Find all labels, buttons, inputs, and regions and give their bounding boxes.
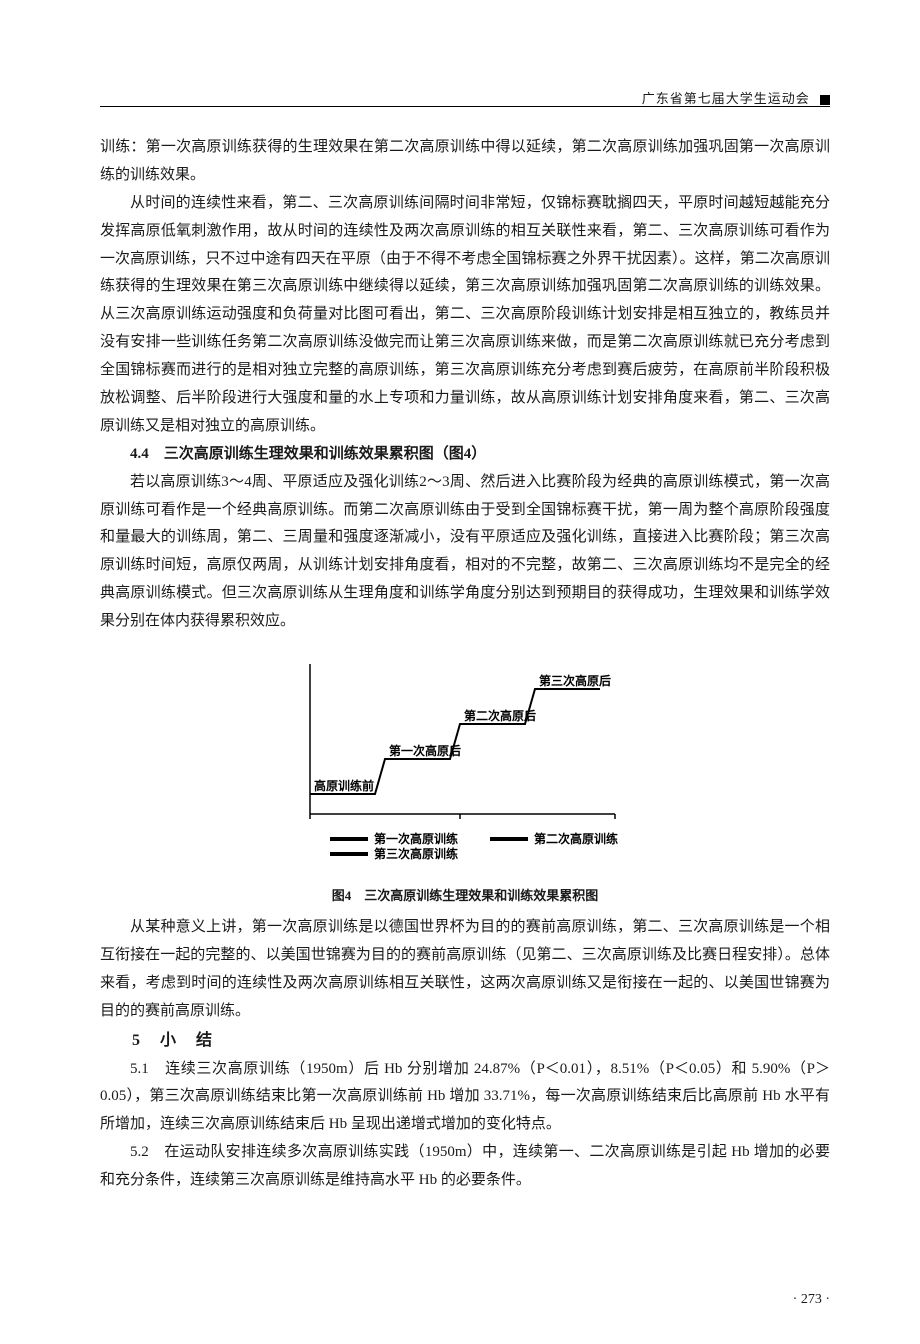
- header-rule: [100, 106, 830, 107]
- svg-text:第一次高原后: 第一次高原后: [389, 743, 461, 758]
- figure-4: 高原训练前 第一次高原后 第二次高原后 第三次高原后第一次高原训练 第二次高原训练第三次…: [100, 654, 830, 908]
- page: 广东省第七届大学生运动会 训练：第一次高原训练获得的生理效果在第二次高原训练中得…: [0, 0, 920, 1344]
- heading-5: 5 小 结: [100, 1026, 830, 1056]
- figure-4-svg: 高原训练前 第一次高原后 第二次高原后 第三次高原后第一次高原训练 第二次高原训练第三次…: [285, 654, 645, 874]
- header-square-icon: [820, 95, 830, 105]
- svg-text:第三次高原后: 第三次高原后: [539, 673, 611, 688]
- para-4: 从某种意义上讲，第一次高原训练是以德国世界杯为目的的赛前高原训练，第二、三次高原…: [100, 914, 830, 1026]
- svg-text:第一次高原训练: 第一次高原训练: [374, 831, 458, 846]
- para-3: 若以高原训练3～4周、平原适应及强化训练2～3周、然后进入比赛阶段为经典的高原训…: [100, 469, 830, 636]
- heading-4-4: 4.4 三次高原训练生理效果和训练效果累积图（图4）: [100, 441, 830, 469]
- running-head: 广东省第七届大学生运动会: [642, 88, 830, 107]
- running-head-text: 广东省第七届大学生运动会: [642, 91, 810, 106]
- svg-text:第二次高原后: 第二次高原后: [464, 708, 536, 723]
- content: 训练：第一次高原训练获得的生理效果在第二次高原训练中得以延续，第二次高原训练加强…: [100, 134, 830, 1195]
- svg-text:第三次高原训练: 第三次高原训练: [374, 846, 458, 861]
- svg-text:高原训练前: 高原训练前: [314, 778, 374, 793]
- para-1: 训练：第一次高原训练获得的生理效果在第二次高原训练中得以延续，第二次高原训练加强…: [100, 134, 830, 190]
- para-5-1: 5.1 连续三次高原训练（1950m）后 Hb 分别增加 24.87%（P＜0.…: [100, 1056, 830, 1140]
- page-number: · 273 ·: [793, 1292, 830, 1308]
- para-5-2: 5.2 在运动队安排连续多次高原训练实践（1950m）中，连续第一、二次高原训练…: [100, 1139, 830, 1195]
- figure-4-caption: 图4 三次高原训练生理效果和训练效果累积图: [332, 884, 599, 908]
- para-2: 从时间的连续性来看，第二、三次高原训练间隔时间非常短，仅锦标赛耽搁四天，平原时间…: [100, 190, 830, 441]
- svg-text:第二次高原训练: 第二次高原训练: [534, 831, 618, 846]
